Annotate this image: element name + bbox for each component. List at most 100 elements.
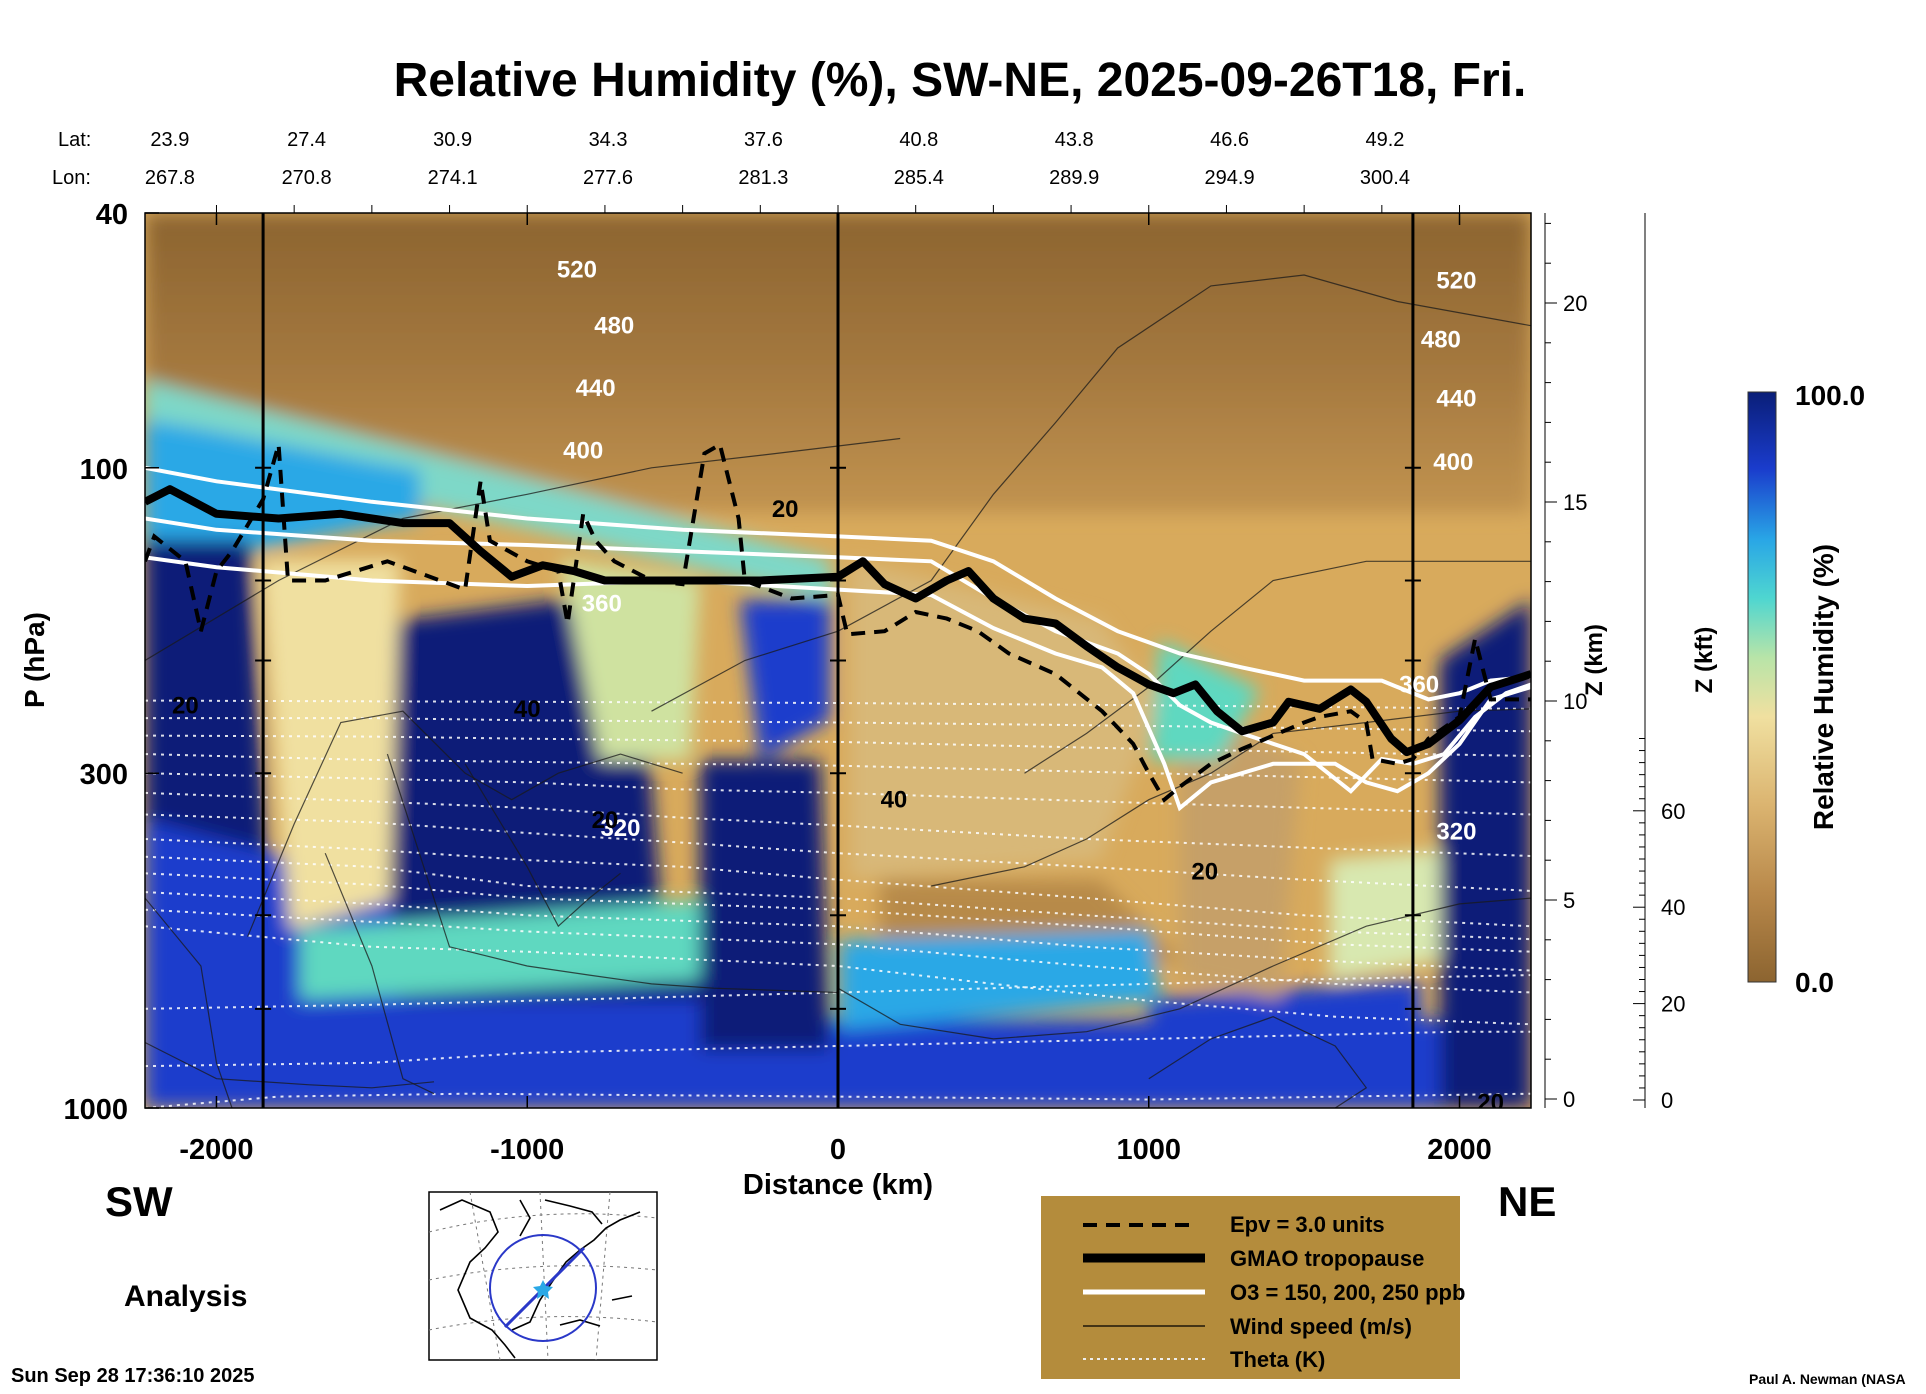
- legend-ozone: O3 = 150, 200, 250 ppb: [1230, 1280, 1465, 1305]
- lon-value: 294.9: [1205, 167, 1255, 189]
- theta-isentrope: [145, 1030, 1531, 1068]
- z-kft-tick-label: 20: [1661, 992, 1685, 1017]
- wind-label: 40: [881, 787, 908, 814]
- x-axis-label: Distance (km): [743, 1169, 933, 1201]
- theta-label: 480: [594, 313, 634, 340]
- lon-row-label: Lon:: [52, 167, 91, 189]
- lat-value: 30.9: [433, 129, 472, 151]
- z-kft-axis-label: Z (kft): [1691, 627, 1718, 694]
- reference-vertical-lines: [255, 213, 1421, 1108]
- analysis-label: Analysis: [124, 1280, 247, 1313]
- theta-label: 520: [557, 256, 597, 283]
- theta-label: 520: [1436, 268, 1476, 295]
- lat-value: 23.9: [150, 129, 189, 151]
- sw-label: SW: [105, 1178, 173, 1225]
- z-km-tick-label: 15: [1563, 490, 1587, 515]
- map-range-circle: [489, 1234, 597, 1342]
- theta-label: 360: [1399, 671, 1439, 698]
- theta-isentrope: [145, 734, 1531, 757]
- theta-isentrope: [145, 753, 1531, 784]
- z-km-tick-label: 20: [1563, 291, 1587, 316]
- x-tick-label: 2000: [1427, 1134, 1492, 1166]
- map-center-star-icon: [533, 1280, 553, 1299]
- lon-value: 270.8: [282, 167, 332, 189]
- lon-value: 289.9: [1049, 167, 1099, 189]
- wind-speed-contour: [145, 897, 233, 1108]
- lon-value: 281.3: [738, 167, 788, 189]
- lat-value: 49.2: [1365, 129, 1404, 151]
- wind-label: 20: [592, 807, 619, 834]
- z-km-tick-label: 0: [1563, 1087, 1575, 1112]
- theta-isentrope: [145, 813, 1531, 892]
- z-km-tick-label: 5: [1563, 888, 1575, 913]
- x-tick-label: -1000: [490, 1134, 564, 1166]
- legend-wind: Wind speed (m/s): [1230, 1314, 1412, 1339]
- wind-speed-contour: [837, 897, 1531, 1040]
- chart-title: Relative Humidity (%), SW-NE, 2025-09-26…: [394, 54, 1527, 107]
- z-km-tick-label: 10: [1563, 689, 1587, 714]
- colorbar-min-label: 0.0: [1795, 967, 1834, 998]
- colorbar-max-label: 100.0: [1795, 380, 1865, 411]
- wind-label: 20: [172, 692, 199, 719]
- ozone-contour-upper: [145, 465, 1531, 702]
- wind-speed-contour: [1148, 1016, 1368, 1108]
- theta-isentrope: [145, 872, 1531, 953]
- theta-isentrope: [145, 925, 1531, 1026]
- colorbar: [1747, 391, 1777, 983]
- z-km-axis: 0 5 10 15 20: [1544, 213, 1587, 1112]
- lat-row-label: Lat:: [58, 129, 91, 151]
- theta-isentrope: [145, 891, 1531, 972]
- lon-value: 285.4: [894, 167, 944, 189]
- y-tick-label: 300: [80, 759, 128, 791]
- credit: Paul A. Newman (NASA: [1749, 1371, 1906, 1387]
- y-tick-label: 1000: [63, 1094, 128, 1126]
- theta-contours: [145, 699, 1531, 1108]
- z-kft-tick-label: 60: [1661, 799, 1685, 824]
- theta-label: 440: [576, 375, 616, 402]
- x-tick-label: -2000: [179, 1134, 253, 1166]
- theta-isentrope: [145, 908, 1531, 994]
- y-tick-label: 40: [96, 199, 128, 231]
- lon-value: 267.8: [145, 167, 195, 189]
- map-coastline: [439, 1199, 641, 1359]
- theta-isentrope: [145, 772, 1531, 816]
- y-axis-label: P (hPa): [19, 612, 50, 708]
- y-axis-pressure: 1000 300 100 40: [63, 199, 159, 1126]
- legend-epv: Epv = 3.0 units: [1230, 1212, 1385, 1237]
- lat-value: 37.6: [744, 129, 783, 151]
- lat-value: 46.6: [1210, 129, 1249, 151]
- lat-value: 34.3: [589, 129, 628, 151]
- theta-isentrope: [145, 855, 1531, 941]
- wind-label: 20: [772, 496, 799, 523]
- wind-speed-contours: [145, 274, 1531, 1108]
- lat-lon-values: 23.9 267.8 27.4 270.8 30.9 274.1 34.3 277.6 37.6…: [145, 129, 1410, 189]
- wind-speed-contour: [324, 852, 435, 1095]
- lat-value: 40.8: [899, 129, 938, 151]
- wind-speed-contour: [651, 274, 1531, 712]
- y-tick-label: 100: [80, 454, 128, 486]
- wind-speed-contour: [386, 753, 839, 994]
- wind-label: 20: [1191, 858, 1218, 885]
- theta-isentrope: [145, 974, 1531, 1010]
- ne-label: NE: [1498, 1178, 1556, 1225]
- wind-speed-contour: [145, 437, 901, 662]
- wind-speed-contour: [931, 708, 1531, 887]
- theta-label: 400: [1433, 449, 1473, 476]
- theta-label: 320: [1436, 819, 1476, 846]
- theta-label: 400: [563, 438, 603, 465]
- x-axis: -2000 -1000 0 1000 2000: [179, 205, 1492, 1166]
- theta-label: 360: [582, 591, 622, 618]
- wind-label: 40: [514, 696, 541, 723]
- wind-speed-contour: [247, 710, 683, 937]
- colorbar-title: Relative Humidity (%): [1808, 544, 1839, 830]
- theta-label: 440: [1436, 386, 1476, 413]
- theta-label: 480: [1421, 326, 1461, 353]
- wind-speed-contour: [1024, 560, 1531, 774]
- wind-speed-contour: [145, 1041, 435, 1089]
- timestamp: Sun Sep 28 17:36:10 2025: [11, 1365, 254, 1387]
- z-kft-tick-label: 0: [1661, 1088, 1673, 1113]
- x-tick-label: 0: [830, 1134, 846, 1166]
- x-tick-label: 1000: [1117, 1134, 1182, 1166]
